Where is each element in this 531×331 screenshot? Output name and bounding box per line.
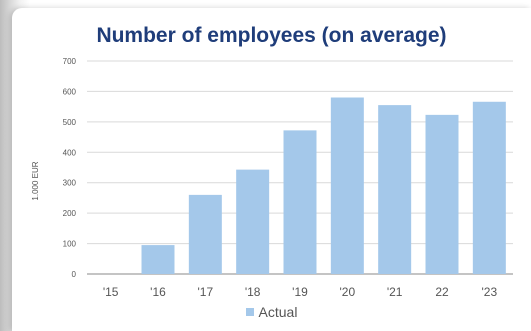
x-tick-label: '20 bbox=[340, 285, 356, 299]
x-tick-label: '21 bbox=[387, 285, 403, 299]
bar bbox=[425, 114, 459, 274]
y-axis-label: 1.000 EUR bbox=[31, 161, 40, 200]
bars bbox=[141, 97, 506, 274]
bar bbox=[141, 245, 175, 274]
x-tick-label: '18 bbox=[245, 285, 261, 299]
bar bbox=[330, 97, 364, 274]
y-tick-label: 300 bbox=[63, 179, 77, 188]
legend: Actual bbox=[12, 304, 531, 320]
bar bbox=[236, 169, 270, 274]
x-axis-tick-labels: '15 '16 '17 '18 '19 '20 '21 22 '23 bbox=[103, 285, 498, 299]
x-tick-label: '19 bbox=[292, 285, 308, 299]
x-tick-label: '23 bbox=[482, 285, 498, 299]
bar bbox=[188, 194, 222, 274]
bar bbox=[472, 101, 506, 274]
x-tick-label: 22 bbox=[435, 285, 449, 299]
bar bbox=[378, 105, 412, 274]
x-tick-label: '16 bbox=[150, 285, 166, 299]
x-tick-label: '17 bbox=[198, 285, 214, 299]
y-tick-label: 500 bbox=[63, 118, 77, 127]
y-axis-tick-labels: 0 100 200 300 400 500 600 700 bbox=[63, 57, 77, 279]
y-tick-label: 400 bbox=[63, 148, 77, 157]
x-tick-label: '15 bbox=[103, 285, 119, 299]
y-tick-label: 0 bbox=[72, 270, 77, 279]
legend-swatch-actual bbox=[245, 308, 254, 316]
y-tick-label: 100 bbox=[63, 240, 77, 249]
y-tick-label: 600 bbox=[63, 87, 77, 96]
chart-title: Number of employees (on average) bbox=[96, 24, 447, 47]
bar bbox=[283, 130, 317, 274]
y-tick-label: 700 bbox=[63, 57, 77, 66]
y-tick-label: 200 bbox=[63, 209, 77, 218]
legend-label-actual: Actual bbox=[258, 304, 298, 320]
